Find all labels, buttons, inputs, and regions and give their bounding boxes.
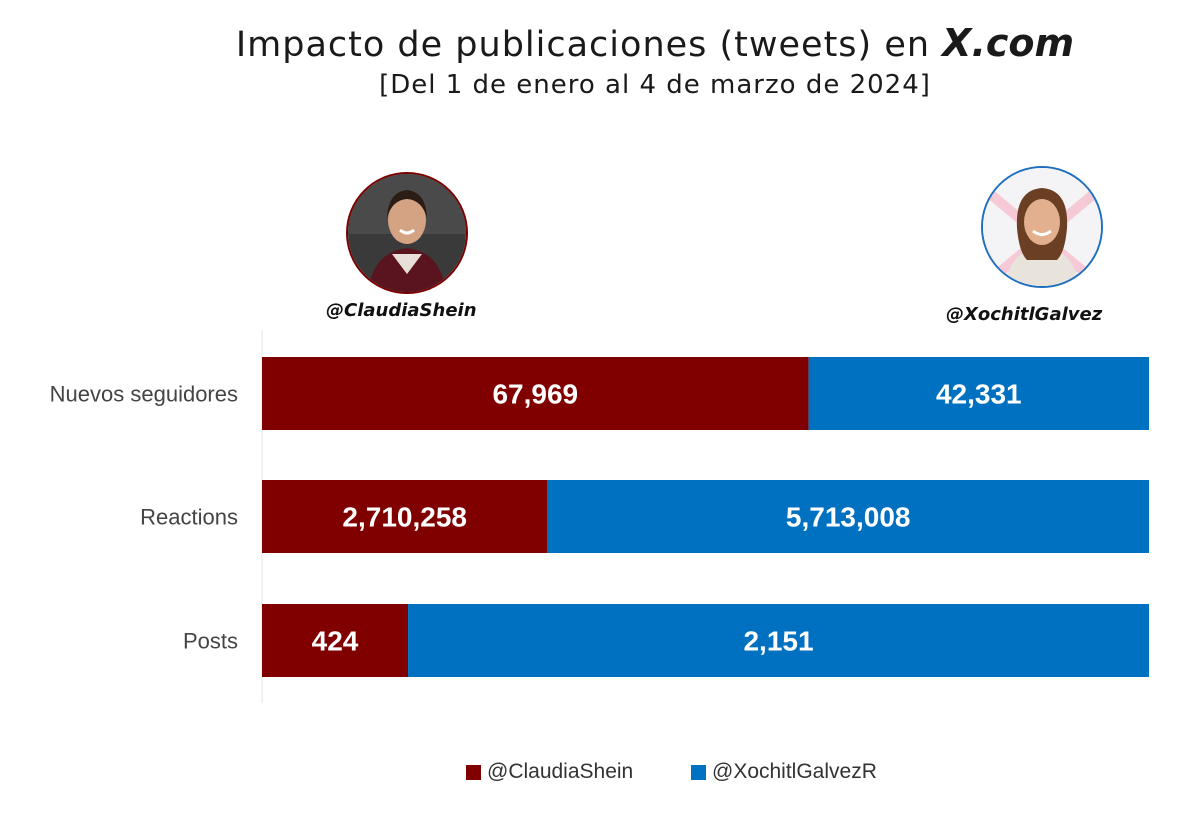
chart-title: Impacto de publicaciones (tweets) en X.c… bbox=[110, 18, 1200, 70]
chart-subtitle: [Del 1 de enero al 4 de marzo de 2024] bbox=[379, 70, 931, 100]
chart-legend: @ClaudiaShein @XochitlGalvezR bbox=[0, 760, 1200, 786]
data-label: 2,710,258 bbox=[342, 502, 467, 533]
data-label: 5,713,008 bbox=[786, 502, 911, 533]
chart-header: Impacto de publicaciones (tweets) en X.c… bbox=[0, 18, 1200, 100]
bar-segment bbox=[262, 480, 548, 553]
bar-segment bbox=[262, 604, 409, 677]
legend-swatch-shein bbox=[466, 764, 481, 780]
legend-item-galvez: @XochitlGalvezR bbox=[691, 760, 877, 784]
legend-label-galvez: @XochitlGalvezR bbox=[712, 760, 877, 783]
legend-swatch-galvez bbox=[691, 764, 706, 780]
bar-segment bbox=[547, 480, 1149, 553]
category-label: Nuevos seguidores bbox=[50, 382, 238, 407]
data-label: 67,969 bbox=[492, 379, 578, 410]
bar-segment bbox=[408, 604, 1149, 677]
bar-segment bbox=[808, 357, 1149, 430]
legend-item-shein: @ClaudiaShein bbox=[466, 760, 633, 784]
data-label: 424 bbox=[312, 626, 359, 657]
category-label: Posts bbox=[183, 629, 238, 654]
xochitl-handle: @XochitlGalvez bbox=[946, 304, 1103, 325]
data-label: 2,151 bbox=[743, 626, 813, 657]
data-label: 42,331 bbox=[936, 379, 1022, 410]
claudia-handle: @ClaudiaShein bbox=[326, 300, 477, 321]
chart-title-brand: X.com bbox=[942, 21, 1075, 65]
chart-title-main: Impacto de publicaciones (tweets) en bbox=[235, 25, 943, 65]
category-label: Reactions bbox=[140, 505, 238, 530]
bar-segment bbox=[262, 357, 809, 430]
legend-label-shein: @ClaudiaShein bbox=[487, 760, 634, 783]
